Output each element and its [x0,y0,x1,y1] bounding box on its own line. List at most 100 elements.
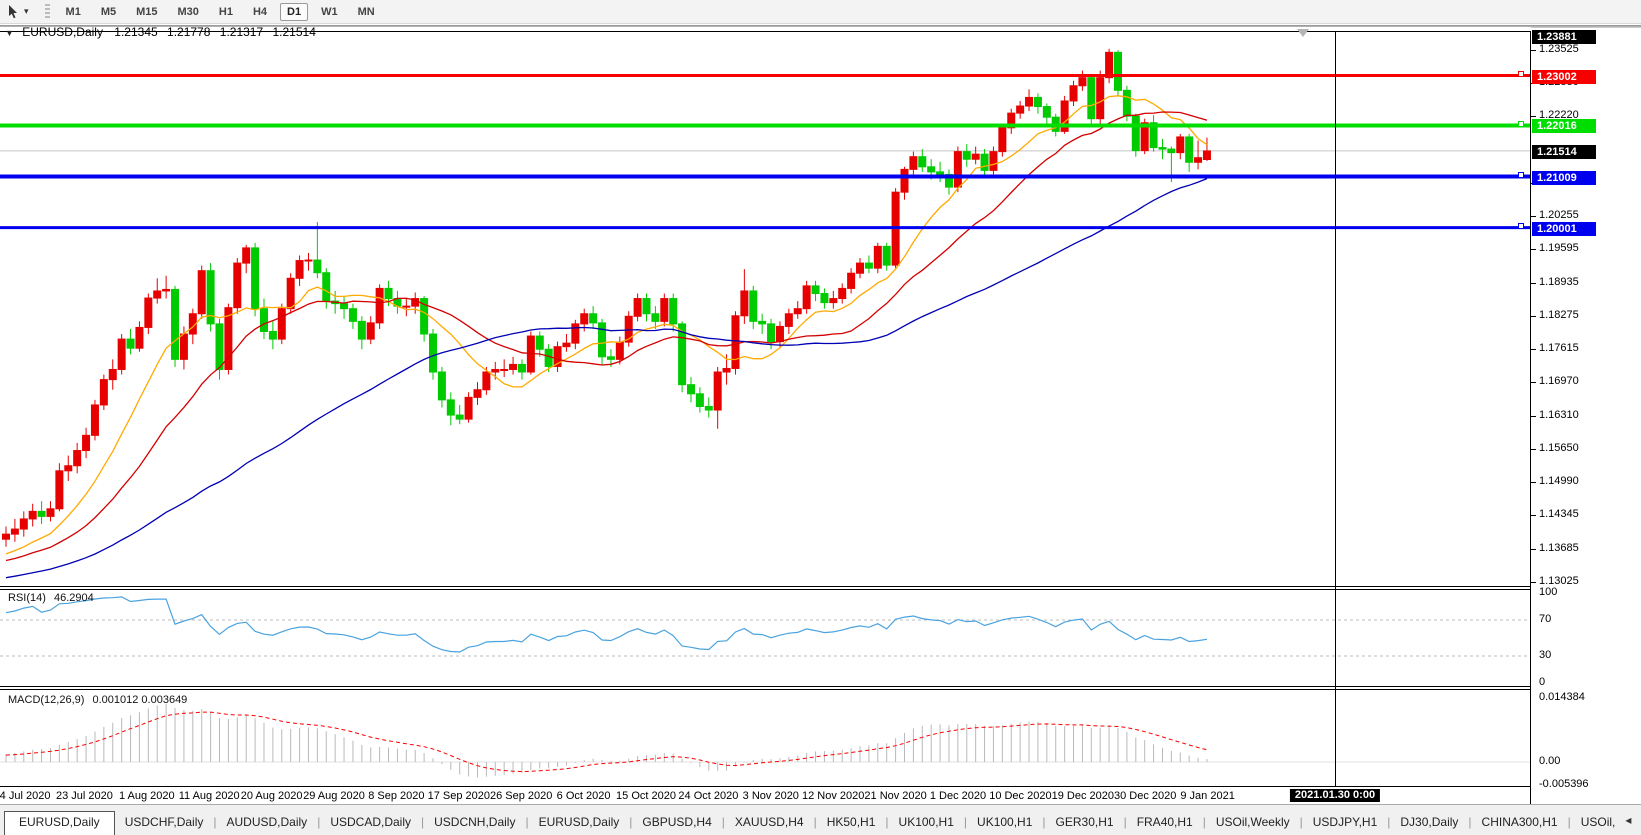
chart-tab-usoil-[interactable]: USOil, [1580,815,1616,829]
cursor-tool-button[interactable]: ▾ [0,0,35,23]
price-tick-label: 1.19595 [1539,242,1579,255]
chart-tab-usoil-weekly[interactable]: USOil,Weekly [1215,815,1290,829]
candle-body [589,313,598,324]
candle-body [882,245,891,266]
candle-body [286,277,295,310]
chart-tab-usdjpy-h1[interactable]: USDJPY,H1 [1312,815,1378,829]
timeframe-button-h4[interactable]: H4 [252,5,268,18]
timeframe-button-m30[interactable]: M30 [177,5,199,18]
chart-tab-uk100-h1[interactable]: UK100,H1 [898,815,954,829]
rsi-panel-canvas[interactable] [0,589,1531,688]
chart-tab-uk100-h1[interactable]: UK100,H1 [977,815,1033,829]
rsi-axis-label: 30 [1539,649,1552,661]
candle-body [980,153,989,171]
candle-body [179,333,188,360]
price-tick-label: 1.14990 [1539,475,1579,488]
date-axis-label: 9 Jan 2021 [1180,790,1235,802]
chart-title: ▼ EURUSD,Daily 1.21345 1.21778 1.21317 1… [5,25,322,39]
macd-current-values: 0.001012 0.003649 [92,694,188,706]
toolbar-grip [44,3,50,20]
timeframe-buttons: M1 M5 M15 M30 H1 H4 D1 W1 MN [56,2,385,21]
price-tick-label: 1.22220 [1539,109,1579,122]
candle-body [215,323,224,370]
tab-scroll-arrows: ◂▸ [1625,813,1641,835]
hline-handle[interactable] [1518,71,1524,78]
candle-body [437,371,446,401]
tab-separator: | [1123,815,1127,829]
chart-tab-usdchf-daily[interactable]: USDCHF,Daily [124,815,204,829]
candle-body [64,465,73,472]
chart-tab-eurusd-daily[interactable]: EURUSD,Daily [538,815,620,829]
chart-tab-usdcnh-daily[interactable]: USDCNH,Daily [434,815,516,829]
hline-price-badge: 1.21009 [1532,170,1596,185]
date-axis-label: 8 Sep 2020 [368,790,425,802]
price-tick-label: 1.18935 [1539,275,1579,288]
timeframe-button-m1[interactable]: M1 [65,5,81,18]
chart-tab-usdcad-daily[interactable]: USDCAD,Daily [330,815,411,829]
timeframe-button-d1[interactable]: D1 [280,2,309,21]
vertical-time-line[interactable] [1335,31,1336,786]
chart-tab-hk50-h1[interactable]: HK50,H1 [826,815,876,829]
candle-body [740,290,749,317]
chart-tab-audusd-daily[interactable]: AUDUSD,Daily [226,815,308,829]
candle-body [998,127,1007,153]
main-panel-bottom-border[interactable] [0,586,1531,587]
macd-panel-bottom-border [0,786,1641,787]
axis-separator [1530,31,1531,804]
collapse-triangle-icon[interactable]: ▼ [5,28,14,38]
ohlc-high: 1.21778 [167,25,211,39]
candle-body [838,287,847,300]
candle-body [953,151,962,188]
hline-handle[interactable] [1518,120,1524,127]
chart-tab-china300-h1[interactable]: CHINA300,H1 [1481,815,1558,829]
timeframe-button-m5[interactable]: M5 [100,5,117,18]
candle-body [491,368,500,373]
tab-scroll-left-icon[interactable]: ◂ [1625,813,1632,827]
candle-body [251,247,260,310]
candle-body [28,510,37,520]
price-tick-mark [1531,50,1536,52]
timeframe-button-m15[interactable]: M15 [136,5,158,18]
candle-body [989,151,998,171]
date-axis-label: 23 Jul 2020 [55,790,113,802]
candle-body [340,303,349,310]
candle-body [660,298,669,322]
chart-tab-ger30-h1[interactable]: GER30,H1 [1055,815,1114,829]
candle-body [295,260,304,279]
candle-body [242,247,251,264]
timeframe-button-h1[interactable]: H1 [218,5,233,18]
candle-body [153,290,162,299]
date-axis-label: 10 Dec 2020 [989,790,1052,802]
timeframe-button-w1[interactable]: W1 [321,5,338,18]
price-tick-label: 1.23525 [1539,43,1579,56]
chart-tab-dj30-daily[interactable]: DJ30,Daily [1400,815,1459,829]
chart-symbol: EURUSD,Daily [22,25,103,39]
chart-tab-xauusd-h4[interactable]: XAUUSD,H4 [734,815,804,829]
candle-body [37,510,46,517]
price-tick-label: 1.14345 [1539,508,1579,521]
chart-tab-gbpusd-h4[interactable]: GBPUSD,H4 [642,815,712,829]
autoscroll-marker-icon[interactable] [1297,29,1309,37]
candle-body [544,348,553,367]
candle-body [1033,96,1042,108]
price-tick-label: 1.17615 [1539,342,1579,355]
date-axis-label: 30 Dec 2020 [1113,790,1177,802]
price-axis[interactable]: 1.23881 1.21514 1.23002 1.22016 1.21009 1.2… [1530,28,1641,804]
date-axis[interactable]: 2021.01.30 0:00 14 Jul 2020 23 Jul 2020 1 … [0,787,1531,804]
tab-separator: | [963,815,968,829]
hline-handle[interactable] [1518,172,1524,178]
rsi-panel-bottom-border[interactable] [0,686,1531,687]
candle-body [1042,106,1051,118]
timeframe-button-mn[interactable]: MN [357,5,375,18]
chart-tab-fra40-h1[interactable]: FRA40,H1 [1136,815,1193,829]
candle-body [108,368,117,381]
candle-body [553,346,562,367]
price-chart-canvas[interactable] [0,27,1531,587]
candle-body [864,262,873,269]
macd-panel-canvas[interactable] [0,690,1531,786]
chart-tab-eurusd-daily[interactable]: EURUSD,Daily [4,811,115,835]
candle-body [1105,51,1114,79]
hline-handle[interactable] [1518,223,1524,230]
chevron-down-icon[interactable]: ▾ [24,6,29,16]
ohlc-open: 1.21345 [114,25,158,39]
